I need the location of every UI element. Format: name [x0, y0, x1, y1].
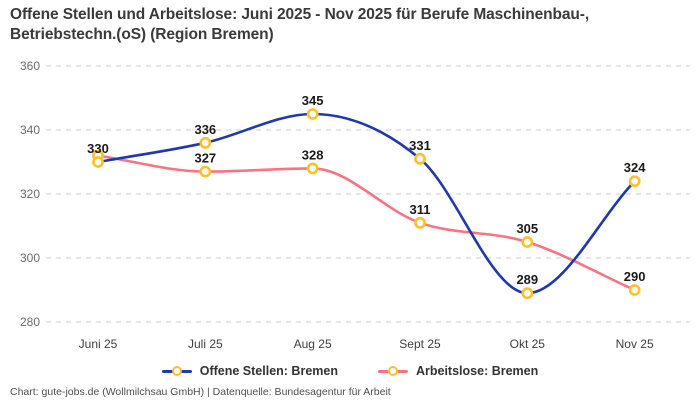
data-point-marker[interactable] [199, 136, 212, 149]
value-label: 331 [409, 138, 431, 153]
legend-marker-icon [171, 365, 182, 376]
data-point-marker[interactable] [414, 152, 426, 165]
legend-label-arbeitslose: Arbeitslose: Bremen [415, 364, 539, 378]
data-point-marker[interactable] [521, 287, 534, 300]
x-tick-label-juni-25: Juni 25 [79, 337, 118, 351]
data-point-marker[interactable] [306, 162, 319, 175]
y-tick-label-320: 320 [20, 187, 40, 201]
y-tick-label-360: 360 [20, 59, 40, 73]
legend-item-offene-stellen[interactable]: Offene Stellen: Bremen [161, 364, 338, 378]
x-tick-label-aug-25: Aug 25 [294, 337, 332, 351]
value-label: 305 [516, 221, 538, 236]
data-point-marker[interactable] [628, 284, 641, 296]
y-tick-label-280: 280 [20, 315, 40, 329]
value-label: 327 [194, 151, 216, 166]
legend-swatch-arbeitslose [377, 365, 408, 377]
data-point-marker[interactable] [306, 108, 319, 120]
value-label: 324 [624, 160, 646, 175]
x-tick-label-okt-25: Okt 25 [510, 337, 546, 351]
legend-label-offene-stellen: Offene Stellen: Bremen [199, 364, 338, 378]
series-line-offene-stellen [96, 112, 636, 295]
value-label: 311 [409, 202, 430, 217]
value-label: 345 [302, 93, 324, 108]
x-tick-label-sept-25: Sept 25 [399, 337, 441, 351]
chart-title-line1: Offene Stellen und Arbeitslose: Juni 202… [10, 6, 590, 23]
data-point-marker[interactable] [414, 216, 426, 229]
chart-legend: Offene Stellen: Bremen Arbeitslose: Brem… [0, 360, 700, 382]
x-tick-label-juli-25: Juli 25 [188, 337, 223, 351]
attribution-footer: Chart: gute-jobs.de (Wollmilchsau GmbH) … [10, 386, 391, 398]
x-tick-label-nov-25: Nov 25 [616, 337, 654, 351]
data-point-marker[interactable] [521, 236, 534, 248]
data-point-marker[interactable] [628, 175, 641, 188]
value-label: 330 [87, 141, 109, 156]
legend-swatch-offene-stellen [161, 365, 192, 377]
legend-item-arbeitslose[interactable]: Arbeitslose: Bremen [377, 364, 539, 378]
y-tick-label-340: 340 [20, 123, 40, 137]
value-label: 336 [194, 122, 216, 137]
value-label: 290 [624, 269, 646, 284]
data-point-marker[interactable] [92, 156, 104, 168]
data-point-marker[interactable] [199, 165, 212, 178]
value-label: 328 [302, 147, 324, 162]
legend-marker-icon [387, 365, 398, 376]
chart-title: Offene Stellen und Arbeitslose: Juni 202… [10, 5, 686, 44]
chart-title-line2: Betriebstechn.(oS) (Region Bremen) [10, 25, 274, 43]
y-tick-label-300: 300 [20, 251, 40, 265]
value-label: 289 [516, 272, 538, 287]
series-line-arbeitslose [96, 154, 636, 292]
